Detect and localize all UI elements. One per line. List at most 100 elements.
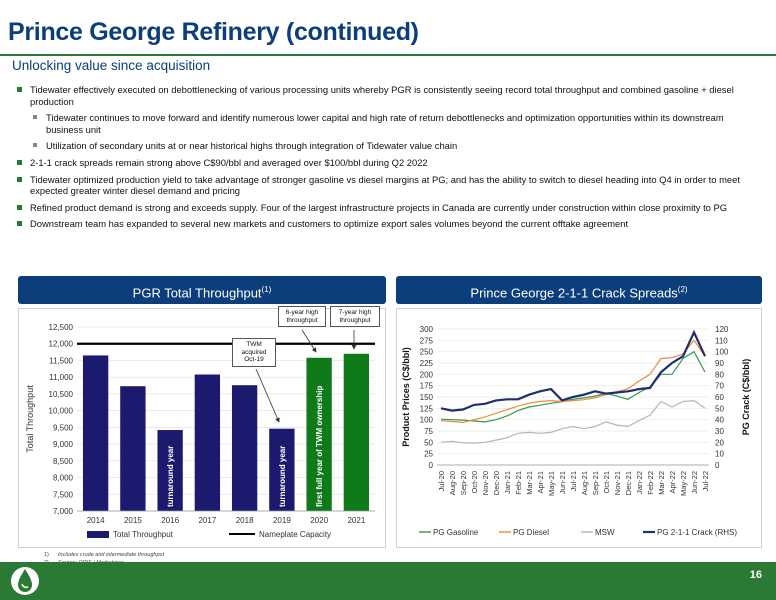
throughput-bar: [82, 355, 109, 511]
y-tick-label: 0: [429, 461, 434, 470]
y2-tick-label: 90: [715, 359, 724, 368]
x-tick-label: Dec-20: [492, 471, 501, 495]
y-tick-label: 10,500: [49, 390, 74, 399]
crack-panel-title: Prince George 2-1-1 Crack Spreads: [470, 285, 678, 301]
y-tick-label: 225: [420, 359, 434, 368]
x-tick-label: Nov-20: [481, 471, 490, 495]
bullet-item: 2-1-1 crack spreads remain strong above …: [16, 157, 762, 169]
x-tick-label: Mar-22: [657, 471, 666, 495]
crack-spread-chart-svg: 0 25 50 75 100 125 150 175 200 225 250 275 300 0 10 20 3…: [401, 325, 751, 537]
x-tick-label: Jul-22: [701, 471, 710, 491]
y2-tick-label: 0: [715, 461, 720, 470]
bar-annotation: turnaround year: [166, 446, 175, 507]
x-tick-label: Apr-21: [536, 471, 545, 494]
throughput-panel-title: PGR Total Throughput: [132, 285, 262, 301]
y-tick-label: 275: [420, 336, 434, 345]
x-tick-label: 2014: [87, 516, 105, 525]
x-tick-label: 2015: [124, 516, 142, 525]
legend-label: PG Diesel: [513, 528, 549, 537]
x-tick-label: Sep-20: [459, 471, 468, 495]
bar-annotation: turnaround year: [278, 446, 287, 507]
y2-tick-label: 110: [715, 336, 728, 345]
series-line-1: [440, 350, 706, 423]
legend-label-capacity: Nameplate Capacity: [259, 530, 331, 539]
y-axis-label: Product Prices (C$/bbl): [401, 347, 411, 447]
page-title: Prince George Refinery (continued): [8, 18, 419, 46]
y-tick-label: 12,500: [49, 323, 74, 332]
y2-tick-label: 50: [715, 404, 724, 413]
bullet-list: Tidewater effectively executed on debott…: [16, 84, 762, 235]
y-tick-label: 125: [420, 404, 434, 413]
x-tick-label: Jul-21: [569, 471, 578, 491]
x-tick-label: Oct-20: [470, 471, 479, 494]
footer-bar: [0, 562, 776, 600]
throughput-chart: 7,000 7,500 8,000 8,500 9,000 9,500 10,000 10,5…: [18, 308, 386, 548]
x-tick-label: Jun-22: [690, 471, 699, 494]
y2-tick-label: 20: [715, 438, 724, 447]
callout-seven-year-high: 7-year high throughput: [330, 306, 380, 328]
series-line-3: [440, 399, 706, 444]
y2-tick-label: 70: [715, 382, 724, 391]
series-line-4: [440, 329, 706, 412]
page-subtitle: Unlocking value since acquisition: [12, 58, 211, 73]
x-tick-label: Feb-21: [514, 471, 523, 495]
bullet-item: Tidewater optimized production yield to …: [16, 174, 762, 197]
legend-label: PG 2-1-1 Crack (RHS): [657, 528, 737, 537]
legend-label-throughput: Total Throughput: [113, 530, 174, 539]
x-tick-label: Apr-22: [668, 471, 677, 494]
y-tick-label: 8,000: [53, 474, 74, 483]
x-tick-label: 2016: [161, 516, 179, 525]
throughput-bar: [157, 430, 183, 511]
throughput-bar: [269, 428, 295, 511]
sub-bullet-item: Utilization of secondary units at or nea…: [16, 140, 762, 152]
y-tick-label: 9,500: [53, 423, 74, 432]
series-line-2: [440, 339, 706, 424]
crack-footnote-ref: (2): [677, 285, 688, 294]
y-axis-label: Total Throughput: [25, 385, 35, 453]
y-tick-label: 150: [420, 393, 434, 402]
bullet-item: Tidewater effectively executed on debott…: [16, 84, 762, 107]
sub-bullet-item: Tidewater continues to move forward and …: [16, 112, 762, 135]
y-tick-label: 50: [424, 438, 433, 447]
y-tick-label: 25: [424, 450, 433, 459]
legend-label: MSW: [595, 528, 615, 537]
y2-tick-label: 30: [715, 427, 724, 436]
bullet-item: Refined product demand is strong and exc…: [16, 202, 762, 214]
bar-annotation: first full year of TWM ownership: [315, 386, 324, 507]
throughput-panel-header: PGR Total Throughput(1): [18, 276, 386, 304]
bullet-item: Downstream team has expanded to several …: [16, 218, 762, 230]
x-tick-label: 2019: [273, 516, 291, 525]
y2-tick-label: 120: [715, 325, 729, 334]
x-tick-label: Aug-21: [580, 471, 589, 495]
y2-tick-label: 100: [715, 348, 729, 357]
x-tick-label: Dec-21: [624, 471, 633, 495]
y2-tick-label: 60: [715, 393, 724, 402]
y2-tick-label: 40: [715, 416, 724, 425]
y-tick-label: 300: [420, 325, 434, 334]
y-tick-label: 8,500: [53, 457, 74, 466]
x-tick-label: 2018: [236, 516, 254, 525]
legend-label: PG Gasoline: [433, 528, 479, 537]
x-tick-label: Jan-22: [635, 471, 644, 494]
footnote-1: 1) Includes crude and intermediate throug…: [44, 552, 165, 558]
company-logo-icon: [11, 567, 39, 595]
y-tick-label: 12,000: [49, 340, 74, 349]
throughput-bar: [343, 353, 370, 511]
x-tick-label: Jan-21: [503, 471, 512, 494]
crack-panel-header: Prince George 2-1-1 Crack Spreads(2): [396, 276, 762, 304]
x-tick-label: 2017: [198, 516, 216, 525]
x-tick-label: Feb-22: [646, 471, 655, 495]
title-divider: [0, 54, 776, 56]
throughput-bar: [231, 385, 258, 511]
throughput-bar: [306, 357, 332, 511]
y-tick-label: 175: [420, 382, 434, 391]
legend-swatch-throughput: [87, 531, 109, 538]
page-number: 16: [749, 569, 762, 581]
x-tick-label: 2020: [310, 516, 328, 525]
throughput-chart-svg: 7,000 7,500 8,000 8,500 9,000 9,500 10,000 10,5…: [25, 323, 375, 539]
callout-twm-acquired: TWM acquired Oct-19: [232, 338, 276, 367]
y2-tick-label: 80: [715, 370, 724, 379]
x-tick-label: Sep-21: [591, 471, 600, 495]
y2-axis-label: PG Crack (C$/bbl): [741, 359, 751, 436]
x-tick-label: Jun-21: [558, 471, 567, 494]
